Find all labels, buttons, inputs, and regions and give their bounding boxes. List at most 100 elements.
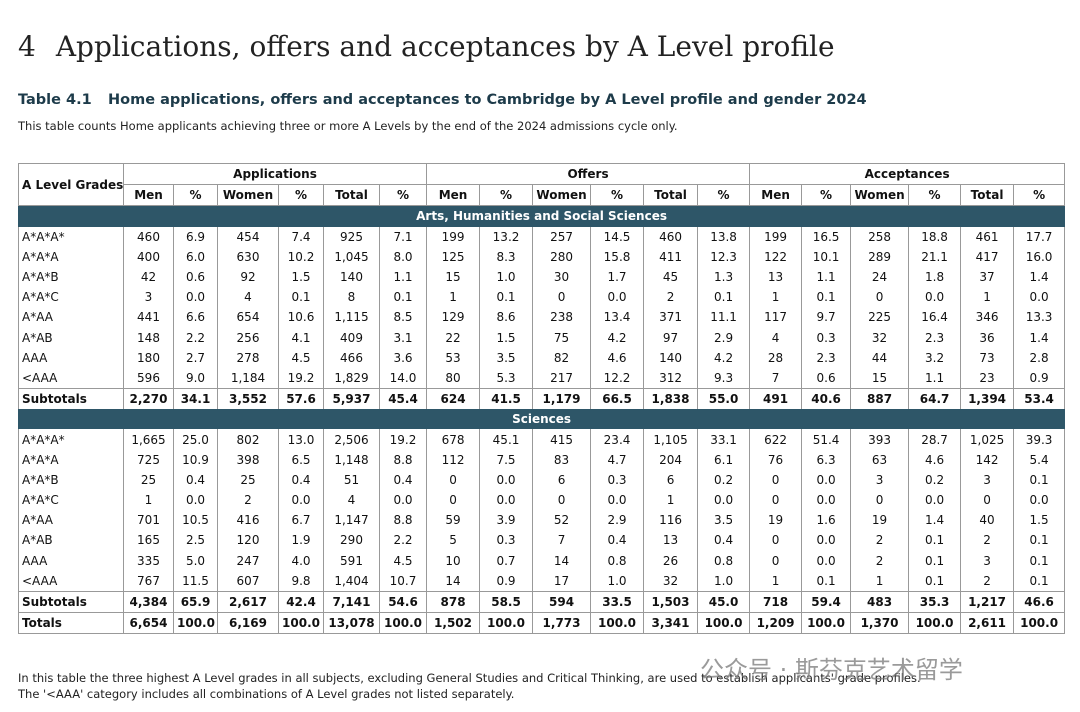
cell: 0.0 <box>908 287 962 308</box>
cell: 13.4 <box>590 307 645 328</box>
cell: 180 <box>123 347 174 368</box>
cell: 82 <box>532 347 592 368</box>
column-header: % <box>378 184 428 207</box>
cell: 1.9 <box>278 530 324 551</box>
cell: 258 <box>850 226 910 247</box>
cell: 4.0 <box>278 550 324 571</box>
cell: 7.1 <box>378 226 428 247</box>
cell: 622 <box>749 429 803 450</box>
cell: 461 <box>960 226 1015 247</box>
cell: 5.3 <box>479 367 534 389</box>
cell: 2.9 <box>590 510 645 531</box>
column-header: % <box>801 184 852 207</box>
cell: 1 <box>749 570 803 592</box>
cell: 3.6 <box>378 347 428 368</box>
section-number: 4 <box>18 30 36 63</box>
cell: 15 <box>426 266 481 288</box>
data-row: <AAA 596 9.0 1,184 19.2 1,829 14.0 80 5.3 217 12.2… <box>18 367 1066 389</box>
cell: 36 <box>960 327 1015 348</box>
cell: 1,370 <box>850 612 910 635</box>
cell: 2.8 <box>1013 347 1066 368</box>
cell: 335 <box>123 550 174 571</box>
data-row: A*A*C 1 0.0 2 0.0 4 0.0 0 0.0 0 0.0 1 0.0 0 0.0 0 0.0 0 0.… <box>18 490 1066 511</box>
cell: 26 <box>643 550 699 571</box>
data-row: AAA 180 2.7 278 4.5 466 3.6 53 3.5 82 4.6 140 4.2 28 2… <box>18 347 1066 368</box>
cell: 9.8 <box>278 570 324 592</box>
cell: 2 <box>850 530 910 551</box>
row-label: A*A*B <box>18 266 124 288</box>
cell: 97 <box>643 327 699 348</box>
cell: 0 <box>850 287 910 308</box>
cell: 53 <box>426 347 481 368</box>
cell: 45.1 <box>479 429 534 450</box>
row-label: <AAA <box>18 570 124 592</box>
cell: 19 <box>749 510 803 531</box>
cell: 1 <box>850 570 910 592</box>
cell: 16.4 <box>908 307 962 328</box>
cell: 11.1 <box>697 307 751 328</box>
data-row: A*AB 165 2.5 120 1.9 290 2.2 5 0.3 7 0.4 13 0.4 0 0.0 2… <box>18 530 1066 551</box>
cell: 42.4 <box>278 590 324 613</box>
column-header: Women <box>850 184 910 207</box>
cell: 19.2 <box>278 367 324 389</box>
cell: 2.5 <box>173 530 218 551</box>
cell: 409 <box>323 327 380 348</box>
cell: 0.1 <box>1013 550 1066 571</box>
data-row: A*A*A 725 10.9 398 6.5 1,148 8.8 112 7.5 83 4.7 204… <box>18 449 1066 470</box>
group-header: Acceptances <box>749 162 1066 186</box>
cell: 4 <box>749 327 803 348</box>
cell: 0.1 <box>801 570 852 592</box>
cell: 0 <box>426 490 481 511</box>
column-header: Men <box>749 184 803 207</box>
cell: 92 <box>217 266 279 288</box>
column-header: % <box>1013 184 1066 207</box>
cell: 0.1 <box>908 550 962 571</box>
cell: 0 <box>960 490 1015 511</box>
cell: 64.7 <box>908 388 962 410</box>
column-header: % <box>908 184 962 207</box>
row-label: A*AA <box>18 510 124 531</box>
cell: 59 <box>426 510 481 531</box>
cell: 2 <box>960 530 1015 551</box>
cell: 4.5 <box>378 550 428 571</box>
table-title: Home applications, offers and acceptance… <box>108 92 867 108</box>
cell: 371 <box>643 307 699 328</box>
group-header-row: A Level Grades Applications Offers Acceptan… <box>18 162 1066 207</box>
cell: 2,270 <box>123 388 174 410</box>
section-title: Applications, offers and acceptances by … <box>55 30 835 63</box>
cell: 15 <box>850 367 910 389</box>
cell: 257 <box>532 226 592 247</box>
cell: 14 <box>426 570 481 592</box>
data-row: A*A*A* 1,665 25.0 802 13.0 2,506 19.2 678 45.1 41… <box>18 429 1066 450</box>
cell: 1,665 <box>123 429 174 450</box>
cell: 4.2 <box>697 347 751 368</box>
cell: 441 <box>123 307 174 328</box>
cell: 199 <box>426 226 481 247</box>
cell: 3 <box>960 469 1015 490</box>
cell: 925 <box>323 226 380 247</box>
cell: 4.7 <box>590 449 645 470</box>
subtitle: This table counts Home applicants achiev… <box>18 119 678 133</box>
cell: 1 <box>960 287 1015 308</box>
cell: 12.3 <box>697 246 751 267</box>
cell: 654 <box>217 307 279 328</box>
cell: 6.0 <box>173 246 218 267</box>
cell: 247 <box>217 550 279 571</box>
cell: 45.0 <box>697 590 751 613</box>
cell: 10.5 <box>173 510 218 531</box>
cell: 0.1 <box>1013 530 1066 551</box>
cell: 0.0 <box>590 287 645 308</box>
row-label: Subtotals <box>18 590 124 613</box>
cell: 7 <box>532 530 592 551</box>
cell: 5,937 <box>323 388 380 410</box>
cell: 398 <box>217 449 279 470</box>
cell: 32 <box>643 570 699 592</box>
cell: 3 <box>850 469 910 490</box>
column-header: % <box>697 184 751 207</box>
cell: 100.0 <box>278 612 324 635</box>
cell: 140 <box>323 266 380 288</box>
cell: 393 <box>850 429 910 450</box>
cell: 40 <box>960 510 1015 531</box>
cell: 5.4 <box>1013 449 1066 470</box>
cell: 8.3 <box>479 246 534 267</box>
